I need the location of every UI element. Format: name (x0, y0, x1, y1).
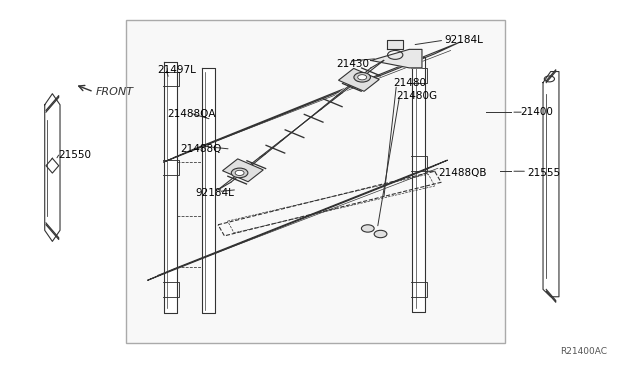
Polygon shape (164, 62, 177, 313)
Text: 21400: 21400 (521, 107, 554, 117)
Bar (125, 20, 505, 343)
Circle shape (354, 73, 371, 82)
Text: 21497L: 21497L (157, 65, 196, 75)
Text: 21550: 21550 (59, 150, 92, 160)
Polygon shape (223, 159, 263, 182)
Polygon shape (412, 57, 425, 311)
Circle shape (374, 230, 387, 238)
Text: 21488QA: 21488QA (167, 109, 216, 119)
Circle shape (362, 225, 374, 232)
Polygon shape (218, 61, 384, 190)
Text: 21480G: 21480G (396, 90, 438, 100)
Text: FRONT: FRONT (96, 87, 134, 97)
Polygon shape (339, 68, 380, 91)
Polygon shape (371, 49, 422, 68)
Circle shape (235, 170, 244, 176)
Text: R21400AC: R21400AC (560, 347, 607, 356)
Polygon shape (164, 42, 460, 162)
Text: 92184L: 92184L (196, 188, 235, 198)
Text: 21488QB: 21488QB (438, 168, 486, 178)
Circle shape (358, 75, 367, 80)
Text: 21430: 21430 (336, 59, 369, 69)
Text: 92184L: 92184L (444, 35, 483, 45)
Text: 21488Q: 21488Q (180, 144, 221, 154)
Text: 21555: 21555 (527, 168, 560, 178)
Polygon shape (387, 40, 403, 49)
Text: 21480: 21480 (394, 78, 426, 88)
Polygon shape (148, 160, 447, 280)
Circle shape (231, 168, 248, 178)
Polygon shape (202, 68, 215, 313)
